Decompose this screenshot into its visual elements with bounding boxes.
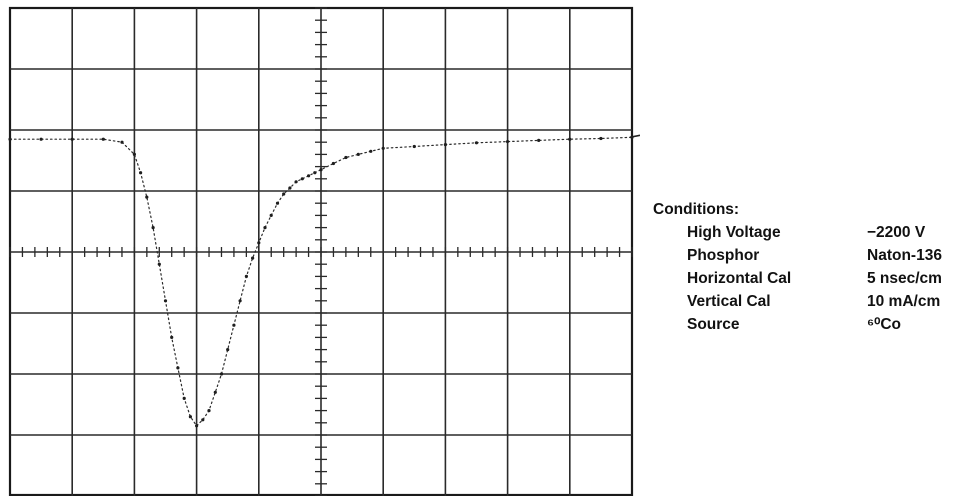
data-point <box>313 171 317 175</box>
data-point <box>120 140 124 144</box>
data-point <box>630 135 634 139</box>
data-point <box>213 390 217 394</box>
data-point <box>381 146 385 150</box>
data-point <box>263 226 267 230</box>
data-point <box>257 241 261 245</box>
data-point <box>195 424 199 428</box>
data-point <box>288 186 292 190</box>
data-point <box>300 177 304 181</box>
data-point <box>201 418 205 422</box>
data-point <box>145 195 149 199</box>
data-point <box>251 256 255 260</box>
data-point <box>269 213 273 217</box>
condition-value: 5 nsec/cm <box>867 270 942 287</box>
condition-label: Phosphor <box>687 247 760 264</box>
data-point <box>319 168 323 172</box>
condition-value: −2200 V <box>867 224 926 241</box>
condition-value: 10 mA/cm <box>867 293 941 310</box>
condition-row-phosphor: Phosphor Naton-136 <box>653 244 974 267</box>
data-point <box>275 201 280 205</box>
data-point <box>226 348 230 352</box>
condition-label: Vertical Cal <box>687 293 771 310</box>
data-point <box>170 335 174 339</box>
data-point <box>412 144 416 149</box>
data-point <box>182 396 186 400</box>
data-point <box>344 155 348 160</box>
data-point <box>8 137 12 141</box>
conditions-heading: Conditions: <box>653 201 740 218</box>
data-point <box>443 143 447 147</box>
conditions-panel: Conditions: High Voltage −2200 V Phospho… <box>653 198 974 336</box>
data-point <box>70 137 74 141</box>
data-point <box>163 299 168 303</box>
data-point <box>232 323 236 327</box>
oscilloscope-graticule <box>8 6 640 496</box>
data-point <box>219 372 224 376</box>
data-point <box>356 152 360 156</box>
data-point <box>537 138 541 142</box>
data-point <box>157 262 161 266</box>
data-point <box>101 137 105 141</box>
condition-row-horizontal-cal: Horizontal Cal 5 nsec/cm <box>653 267 974 290</box>
data-point <box>139 171 143 175</box>
condition-row-high-voltage: High Voltage −2200 V <box>653 221 974 244</box>
data-point <box>282 192 286 196</box>
condition-row-vertical-cal: Vertical Cal 10 mA/cm <box>653 290 974 313</box>
condition-label: High Voltage <box>687 224 781 241</box>
condition-row-source: Source ⁶⁰Co <box>653 313 974 336</box>
condition-label: Source <box>687 316 740 333</box>
data-point <box>568 137 572 141</box>
condition-value: Naton-136 <box>867 247 942 264</box>
data-point <box>599 136 603 141</box>
data-point <box>369 149 373 153</box>
data-point <box>474 141 479 145</box>
data-point <box>331 161 335 166</box>
condition-label: Horizontal Cal <box>687 270 792 287</box>
data-point <box>207 409 211 413</box>
data-point <box>39 137 43 141</box>
data-point <box>132 152 136 156</box>
data-point <box>238 299 242 303</box>
data-point <box>151 226 155 230</box>
data-point <box>244 274 248 278</box>
condition-value: ⁶⁰Co <box>867 316 902 333</box>
data-point <box>307 174 311 178</box>
data-point <box>506 140 510 144</box>
data-point <box>294 180 298 184</box>
data-point <box>176 366 180 370</box>
data-point <box>188 415 192 419</box>
